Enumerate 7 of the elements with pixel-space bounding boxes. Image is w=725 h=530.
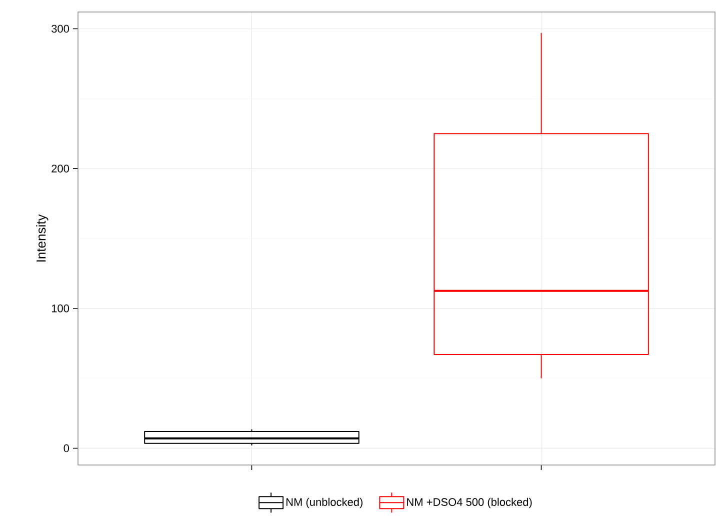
y-tick-label: 0	[64, 444, 70, 452]
y-tick-label: 200	[52, 164, 70, 172]
legend-label: NM +DSO4 500 (blocked)	[407, 498, 532, 508]
y-tick-label: 100	[52, 304, 70, 312]
y-axis-title: Intensity	[36, 214, 48, 262]
legend-label: NM (unblocked)	[286, 498, 362, 508]
y-tick-label: 300	[52, 24, 70, 33]
